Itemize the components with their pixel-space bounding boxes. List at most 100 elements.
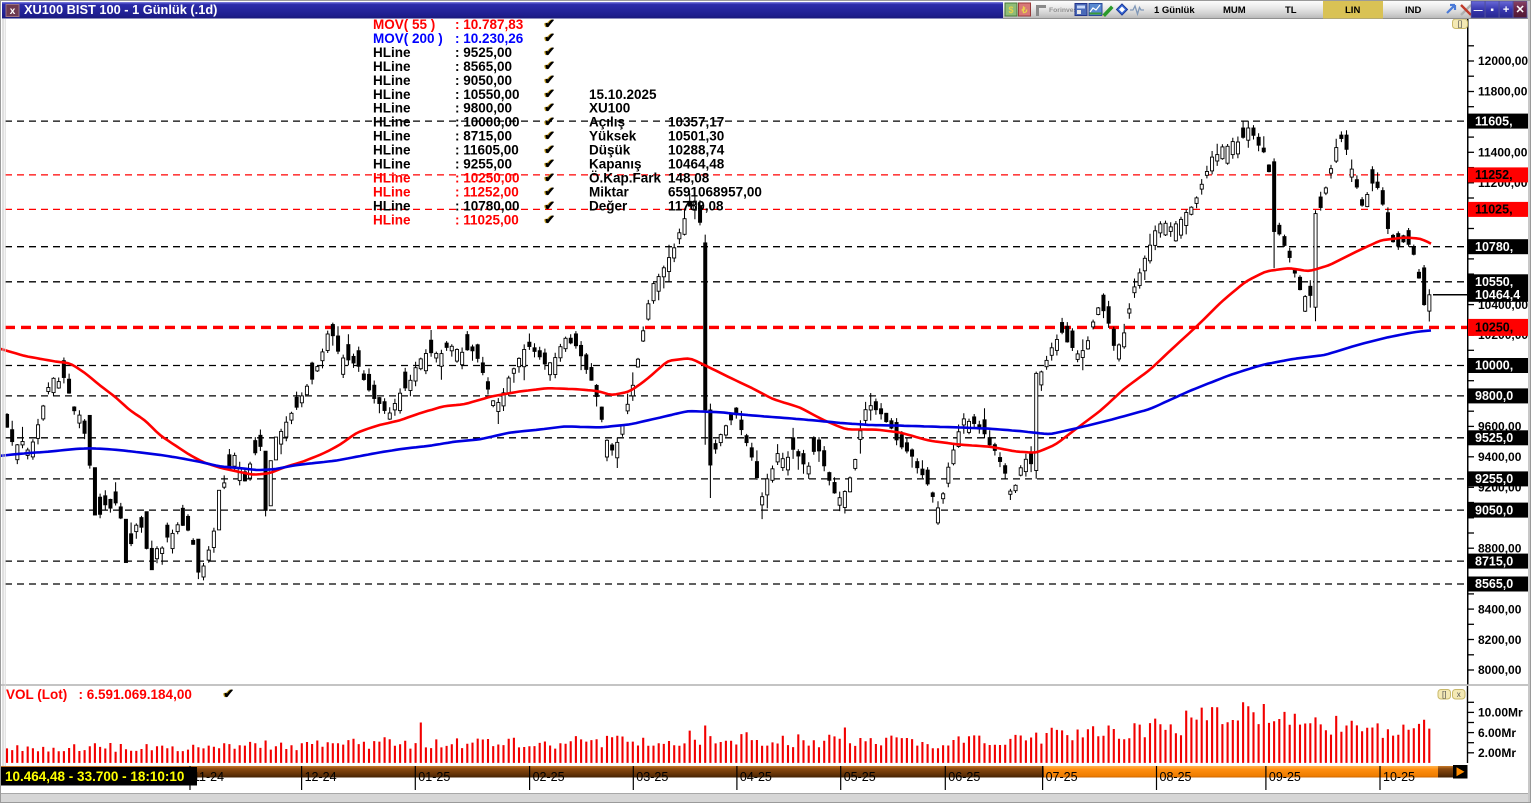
svg-text:HLine: HLine xyxy=(373,45,411,60)
svg-text:: 9800,00: : 9800,00 xyxy=(455,101,512,116)
svg-text:✔: ✔ xyxy=(543,100,554,115)
svg-text:XU100 BIST 100 - 1 Günlük (.1d: XU100 BIST 100 - 1 Günlük (.1d) xyxy=(24,2,217,17)
svg-text:2.00Mr: 2.00Mr xyxy=(1478,746,1516,760)
svg-text:x: x xyxy=(10,6,16,17)
svg-text:11252,: 11252, xyxy=(1475,168,1513,182)
svg-text:08-25: 08-25 xyxy=(1160,770,1192,784)
svg-text:✔: ✔ xyxy=(544,114,555,129)
svg-text:✔: ✔ xyxy=(544,156,555,171)
svg-text:10464,48: 10464,48 xyxy=(668,157,725,172)
svg-text:HLine: HLine xyxy=(373,198,411,213)
svg-text:10-25: 10-25 xyxy=(1383,770,1415,784)
svg-text:Forinvest: Forinvest xyxy=(1049,7,1080,14)
svg-text:11400,00: 11400,00 xyxy=(1478,146,1528,160)
svg-text:04-25: 04-25 xyxy=(740,770,772,784)
svg-text:: 11605,00: : 11605,00 xyxy=(455,143,519,158)
svg-text:10250,: 10250, xyxy=(1475,321,1513,335)
svg-text:Ö.Kap.Fark: Ö.Kap.Fark xyxy=(589,170,662,185)
svg-text:8800,00: 8800,00 xyxy=(1478,541,1522,555)
svg-text:: 10780,00: : 10780,00 xyxy=(455,198,520,213)
svg-text:✔: ✔ xyxy=(544,198,555,213)
svg-text:10.00Mr: 10.00Mr xyxy=(1478,706,1523,720)
svg-text:11-24: 11-24 xyxy=(193,770,224,784)
svg-text:x: x xyxy=(1457,690,1461,699)
svg-text:+: + xyxy=(1503,4,1509,16)
svg-text:HLine: HLine xyxy=(373,73,411,88)
svg-text:09-25: 09-25 xyxy=(1269,770,1301,784)
svg-text:TL: TL xyxy=(1285,5,1297,16)
svg-text:: 10250,00: : 10250,00 xyxy=(455,170,520,185)
svg-text:✔: ✔ xyxy=(543,58,554,73)
svg-text:: 11252,00: : 11252,00 xyxy=(455,184,519,199)
svg-text:9050,0: 9050,0 xyxy=(1475,503,1513,517)
svg-text:✔: ✔ xyxy=(544,128,555,143)
svg-text:01-25: 01-25 xyxy=(418,770,450,784)
svg-text:: 10000,00: : 10000,00 xyxy=(455,115,520,130)
svg-text:MUM: MUM xyxy=(1223,5,1246,16)
svg-text:HLine: HLine xyxy=(373,184,411,199)
svg-text:10.464,48 - 33.700 - 18:10:10: 10.464,48 - 33.700 - 18:10:10 xyxy=(5,769,184,784)
svg-text:12000,00: 12000,00 xyxy=(1478,54,1528,68)
svg-text:HLine: HLine xyxy=(373,87,411,102)
svg-text:✔: ✔ xyxy=(544,142,555,157)
svg-text:✔: ✔ xyxy=(544,170,555,185)
svg-text:Değer: Değer xyxy=(589,198,628,213)
svg-text:8000,00: 8000,00 xyxy=(1478,663,1522,677)
svg-text:10357,17: 10357,17 xyxy=(668,115,724,130)
svg-text:HLine: HLine xyxy=(373,115,411,130)
svg-text:HLine: HLine xyxy=(373,101,411,116)
svg-text:: 8715,00: : 8715,00 xyxy=(455,129,512,144)
svg-text:MOV( 55 ): MOV( 55 ) xyxy=(373,17,435,32)
svg-text:✔: ✔ xyxy=(544,184,555,199)
svg-text:✔: ✔ xyxy=(544,58,555,73)
svg-text:$: $ xyxy=(1008,5,1013,15)
svg-text:8400,00: 8400,00 xyxy=(1478,602,1522,616)
svg-text:: 10.787,83: : 10.787,83 xyxy=(455,17,524,32)
svg-text:11025,: 11025, xyxy=(1475,203,1513,217)
svg-text:10000,: 10000, xyxy=(1475,359,1513,373)
svg-text:Miktar: Miktar xyxy=(589,184,630,199)
svg-text:Yüksek: Yüksek xyxy=(589,129,637,144)
svg-text:✔: ✔ xyxy=(544,44,555,59)
svg-text:✕: ✕ xyxy=(1515,4,1524,16)
svg-text:15.10.2025: 15.10.2025 xyxy=(589,87,657,102)
svg-text:06-25: 06-25 xyxy=(948,770,980,784)
svg-text:Düşük: Düşük xyxy=(589,143,631,158)
svg-text:9800,0: 9800,0 xyxy=(1475,389,1513,403)
svg-text:8200,00: 8200,00 xyxy=(1478,633,1522,647)
svg-text:✔: ✔ xyxy=(543,184,554,199)
svg-text:11800,00: 11800,00 xyxy=(1478,85,1528,99)
svg-text:10550,: 10550, xyxy=(1475,275,1513,289)
svg-text:HLine: HLine xyxy=(373,143,411,158)
svg-text:148,08: 148,08 xyxy=(668,170,710,185)
svg-text:: 10.230,26: : 10.230,26 xyxy=(455,31,524,46)
svg-text:✔: ✔ xyxy=(544,100,555,115)
svg-text:✔: ✔ xyxy=(544,72,555,87)
svg-text:9400,00: 9400,00 xyxy=(1478,450,1522,464)
svg-text:: 10550,00: : 10550,00 xyxy=(455,87,520,102)
svg-text:IND: IND xyxy=(1405,5,1422,16)
svg-text:[]: [] xyxy=(1458,20,1462,29)
svg-text:HLine: HLine xyxy=(373,129,411,144)
svg-text:05-25: 05-25 xyxy=(844,770,876,784)
svg-text:9255,0: 9255,0 xyxy=(1475,472,1513,486)
svg-text:11789,08: 11789,08 xyxy=(668,198,724,213)
svg-text:: 9525,00: : 9525,00 xyxy=(455,45,512,60)
svg-text:✔: ✔ xyxy=(543,114,554,129)
svg-text:✔: ✔ xyxy=(223,686,234,701)
svg-text:✔: ✔ xyxy=(544,86,555,101)
svg-text:XU100: XU100 xyxy=(589,101,630,116)
svg-text:✔: ✔ xyxy=(544,212,555,227)
svg-text:✔: ✔ xyxy=(543,142,554,157)
svg-text:✔: ✔ xyxy=(543,30,554,45)
svg-text:9600,00: 9600,00 xyxy=(1478,420,1522,434)
svg-text:9525,0: 9525,0 xyxy=(1475,431,1513,445)
svg-text:✔: ✔ xyxy=(543,16,554,31)
svg-text:6.00Mr: 6.00Mr xyxy=(1478,726,1516,740)
svg-text:: 11025,00: : 11025,00 xyxy=(455,212,519,227)
svg-text:₺: ₺ xyxy=(1021,5,1028,15)
svg-text:HLine: HLine xyxy=(373,170,411,185)
svg-text:10288,74: 10288,74 xyxy=(668,143,725,158)
svg-text:HLine: HLine xyxy=(373,59,411,74)
svg-text:✔: ✔ xyxy=(543,212,554,227)
